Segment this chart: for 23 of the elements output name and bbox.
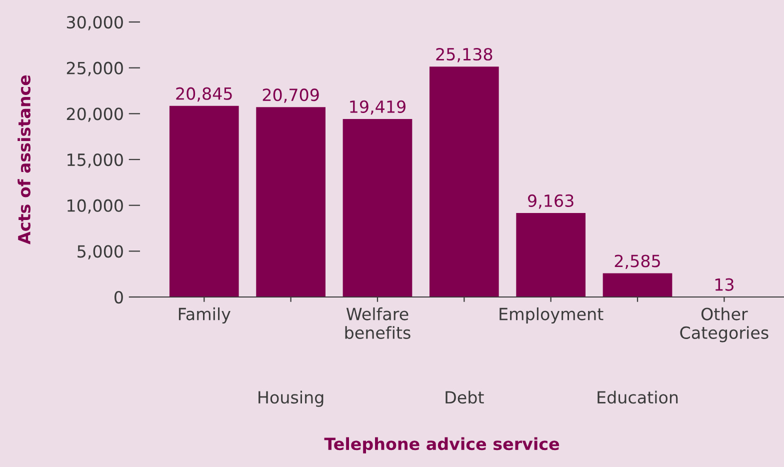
x-tick-label: Employment: [500, 307, 604, 324]
data-label: 9,163: [528, 194, 574, 209]
data-label: 13: [715, 278, 734, 291]
x-axis-title: Telephone advice service: [324, 437, 560, 454]
y-tick-label: 5,000: [78, 245, 123, 260]
data-label: 20,709: [262, 88, 319, 103]
y-tick-label: 30,000: [66, 16, 123, 30]
data-label: 25,138: [436, 48, 492, 62]
x-tick-label: Housing: [258, 390, 324, 407]
x-tick-label: Debt: [446, 390, 484, 404]
y-tick-label: 20,000: [66, 108, 123, 122]
y-tick-label: 15,000: [68, 153, 123, 168]
y-tick-label: 10,000: [68, 199, 123, 214]
data-label: 19,419: [350, 100, 406, 115]
x-tick-label: Family: [178, 307, 230, 324]
y-axis-title: Acts of assistance: [18, 75, 31, 244]
data-label: 2,585: [614, 254, 660, 269]
y-tick-label: 0: [114, 290, 123, 304]
x-tick-label: Welfare benefits: [345, 307, 410, 339]
y-tick-label: 25,000: [66, 62, 123, 76]
x-tick-label: Education: [598, 390, 678, 404]
data-label: 20,845: [176, 87, 232, 102]
x-tick-label: Other Categories: [680, 307, 768, 342]
